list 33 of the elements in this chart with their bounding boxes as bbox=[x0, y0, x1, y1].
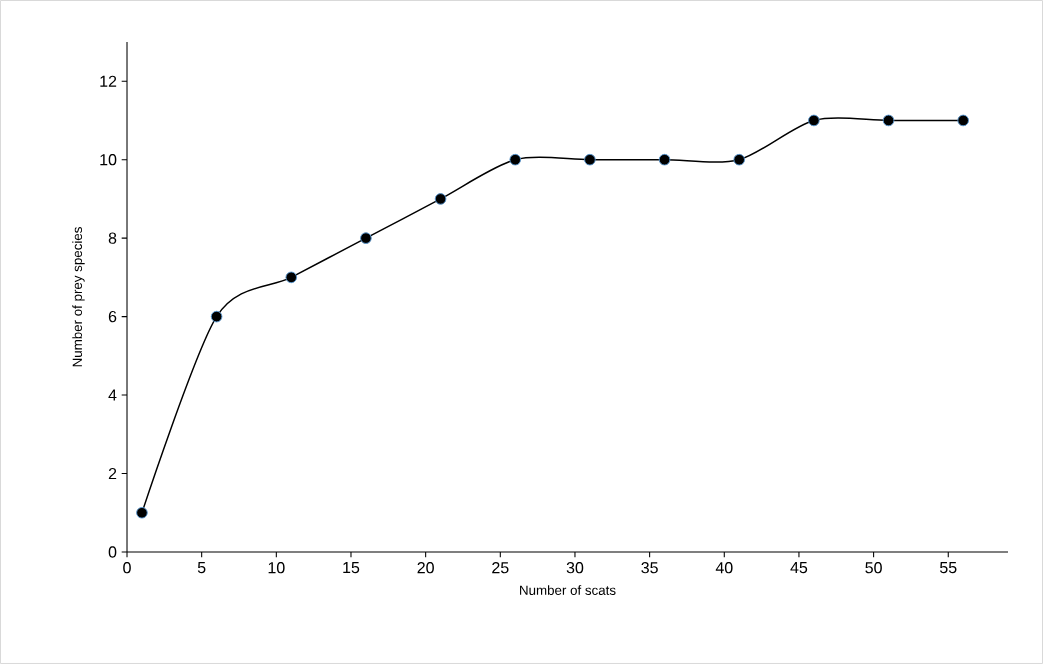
x-tick-label: 30 bbox=[566, 562, 584, 574]
y-tick-label: 4 bbox=[108, 389, 117, 401]
x-tick-label: 10 bbox=[268, 562, 285, 574]
y-tick-label: 6 bbox=[108, 310, 117, 323]
y-tick-label: 8 bbox=[108, 232, 117, 244]
point bbox=[434, 193, 447, 205]
y-tick-label: 10 bbox=[100, 154, 117, 166]
y-axis-title: Number of prey species bbox=[72, 227, 85, 367]
point bbox=[957, 114, 969, 127]
y-tick-label: 2 bbox=[108, 467, 117, 480]
x-tick-label: 0 bbox=[123, 562, 131, 574]
x-tick-label: 40 bbox=[715, 562, 733, 574]
point bbox=[584, 153, 596, 166]
x-tick-label: 45 bbox=[790, 562, 808, 574]
x-axis-title: Number of scats bbox=[520, 585, 616, 595]
point bbox=[733, 153, 746, 166]
x-tick-label: 50 bbox=[865, 562, 882, 574]
x-tick-label: 5 bbox=[197, 562, 206, 574]
x-tick-label: 55 bbox=[940, 562, 957, 574]
point bbox=[808, 114, 820, 127]
point bbox=[285, 271, 298, 284]
x-tick-label: 25 bbox=[492, 562, 509, 574]
point bbox=[658, 153, 671, 166]
x-tick-label: 35 bbox=[641, 562, 658, 574]
y-tick-label: 0 bbox=[108, 546, 117, 558]
point bbox=[882, 114, 895, 127]
x-tick-label: 15 bbox=[343, 562, 360, 574]
y-tick-label: 12 bbox=[100, 75, 117, 87]
point bbox=[136, 506, 148, 519]
point bbox=[509, 153, 522, 166]
x-tick-label: 20 bbox=[417, 562, 434, 574]
point bbox=[360, 232, 372, 244]
point bbox=[210, 310, 223, 323]
